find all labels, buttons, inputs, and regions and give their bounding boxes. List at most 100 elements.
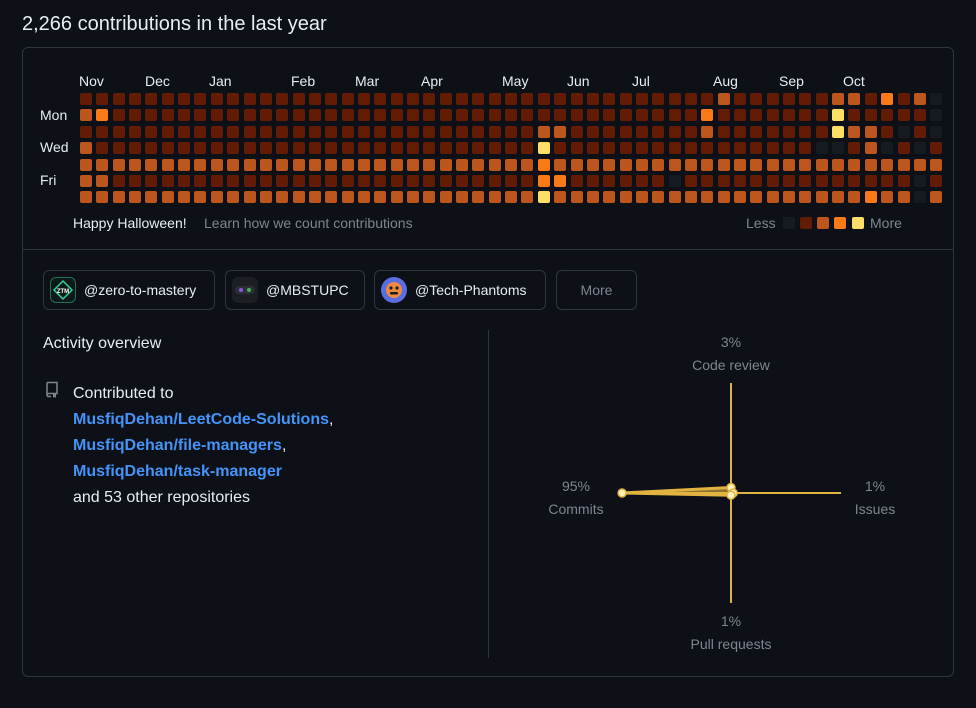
contribution-day-cell[interactable] <box>635 125 648 138</box>
contribution-day-cell[interactable] <box>276 158 289 171</box>
contribution-day-cell[interactable] <box>194 158 207 171</box>
contribution-day-cell[interactable] <box>701 142 714 155</box>
contribution-day-cell[interactable] <box>766 142 779 155</box>
contribution-day-cell[interactable] <box>652 158 665 171</box>
contribution-day-cell[interactable] <box>799 93 812 105</box>
contribution-day-cell[interactable] <box>227 158 240 171</box>
contribution-day-cell[interactable] <box>848 93 861 105</box>
contribution-day-cell[interactable] <box>194 93 207 105</box>
contribution-day-cell[interactable] <box>537 175 550 187</box>
contribution-day-cell[interactable] <box>603 125 616 138</box>
contribution-day-cell[interactable] <box>799 191 812 204</box>
contribution-day-cell[interactable] <box>439 109 452 122</box>
contribution-day-cell[interactable] <box>407 191 419 204</box>
contribution-day-cell[interactable] <box>930 125 943 138</box>
contribution-day-cell[interactable] <box>259 142 272 155</box>
contribution-day-cell[interactable] <box>407 109 419 122</box>
contribution-day-cell[interactable] <box>913 191 926 204</box>
contribution-day-cell[interactable] <box>554 175 567 187</box>
contribution-day-cell[interactable] <box>864 175 877 187</box>
contribution-day-cell[interactable] <box>178 109 191 122</box>
contribution-day-cell[interactable] <box>701 158 714 171</box>
contribution-day-cell[interactable] <box>390 191 403 204</box>
contribution-day-cell[interactable] <box>521 93 534 105</box>
contribution-day-cell[interactable] <box>243 191 256 204</box>
contribution-day-cell[interactable] <box>586 175 599 187</box>
contribution-day-cell[interactable] <box>783 125 796 138</box>
contribution-day-cell[interactable] <box>341 191 354 204</box>
contribution-day-cell[interactable] <box>439 158 452 171</box>
contribution-day-cell[interactable] <box>472 158 485 171</box>
contribution-day-cell[interactable] <box>570 125 583 138</box>
contribution-day-cell[interactable] <box>390 158 403 171</box>
contribution-day-cell[interactable] <box>472 109 485 122</box>
contribution-day-cell[interactable] <box>112 93 125 105</box>
contribution-day-cell[interactable] <box>668 109 681 122</box>
contribution-day-cell[interactable] <box>439 93 452 105</box>
contribution-day-cell[interactable] <box>325 93 338 105</box>
contribution-day-cell[interactable] <box>227 191 240 204</box>
learn-contributions-link[interactable]: Learn how we count contributions <box>204 215 413 231</box>
contribution-day-cell[interactable] <box>930 158 943 171</box>
contribution-day-cell[interactable] <box>488 175 501 187</box>
contribution-day-cell[interactable] <box>766 175 779 187</box>
contribution-day-cell[interactable] <box>276 175 289 187</box>
contribution-day-cell[interactable] <box>815 109 828 122</box>
contribution-day-cell[interactable] <box>456 125 469 138</box>
contribution-day-cell[interactable] <box>178 142 191 155</box>
contribution-day-cell[interactable] <box>701 175 714 187</box>
contribution-day-cell[interactable] <box>930 109 943 122</box>
contribution-day-cell[interactable] <box>570 175 583 187</box>
contribution-day-cell[interactable] <box>684 158 697 171</box>
contribution-day-cell[interactable] <box>619 109 632 122</box>
contribution-day-cell[interactable] <box>472 93 485 105</box>
contribution-day-cell[interactable] <box>407 158 419 171</box>
contribution-day-cell[interactable] <box>684 125 697 138</box>
contribution-day-cell[interactable] <box>570 191 583 204</box>
contribution-day-cell[interactable] <box>472 175 485 187</box>
contribution-day-cell[interactable] <box>112 175 125 187</box>
contribution-day-cell[interactable] <box>112 109 125 122</box>
contribution-day-cell[interactable] <box>243 109 256 122</box>
contribution-day-cell[interactable] <box>717 109 730 122</box>
contribution-day-cell[interactable] <box>815 142 828 155</box>
contribution-day-cell[interactable] <box>864 158 877 171</box>
contribution-day-cell[interactable] <box>586 191 599 204</box>
contribution-day-cell[interactable] <box>96 175 109 187</box>
contribution-day-cell[interactable] <box>799 158 812 171</box>
contribution-day-cell[interactable] <box>881 191 894 204</box>
contribution-day-cell[interactable] <box>864 142 877 155</box>
contribution-day-cell[interactable] <box>554 191 567 204</box>
contribution-day-cell[interactable] <box>505 109 518 122</box>
contribution-day-cell[interactable] <box>390 93 403 105</box>
contribution-day-cell[interactable] <box>308 158 321 171</box>
contribution-day-cell[interactable] <box>276 109 289 122</box>
contribution-day-cell[interactable] <box>145 175 158 187</box>
contribution-day-cell[interactable] <box>178 191 191 204</box>
contribution-day-cell[interactable] <box>603 142 616 155</box>
contribution-day-cell[interactable] <box>374 158 387 171</box>
contribution-day-cell[interactable] <box>570 109 583 122</box>
contribution-day-cell[interactable] <box>913 93 926 105</box>
org-filter-zero-to-mastery[interactable]: ZTM @zero-to-mastery <box>43 270 215 310</box>
contribution-day-cell[interactable] <box>652 109 665 122</box>
contribution-day-cell[interactable] <box>668 175 681 187</box>
contribution-day-cell[interactable] <box>734 125 746 138</box>
contribution-day-cell[interactable] <box>276 142 289 155</box>
contribution-day-cell[interactable] <box>227 175 240 187</box>
contribution-day-cell[interactable] <box>848 125 861 138</box>
contribution-day-cell[interactable] <box>374 191 387 204</box>
contribution-day-cell[interactable] <box>243 93 256 105</box>
contribution-day-cell[interactable] <box>881 175 894 187</box>
contribution-day-cell[interactable] <box>227 142 240 155</box>
contribution-day-cell[interactable] <box>456 142 469 155</box>
contribution-day-cell[interactable] <box>308 109 321 122</box>
contribution-day-cell[interactable] <box>521 158 534 171</box>
contribution-day-cell[interactable] <box>439 191 452 204</box>
contribution-day-cell[interactable] <box>554 142 567 155</box>
contribution-day-cell[interactable] <box>194 191 207 204</box>
contribution-day-cell[interactable] <box>554 158 567 171</box>
contribution-day-cell[interactable] <box>913 109 926 122</box>
contribution-day-cell[interactable] <box>456 93 469 105</box>
contribution-day-cell[interactable] <box>619 125 632 138</box>
